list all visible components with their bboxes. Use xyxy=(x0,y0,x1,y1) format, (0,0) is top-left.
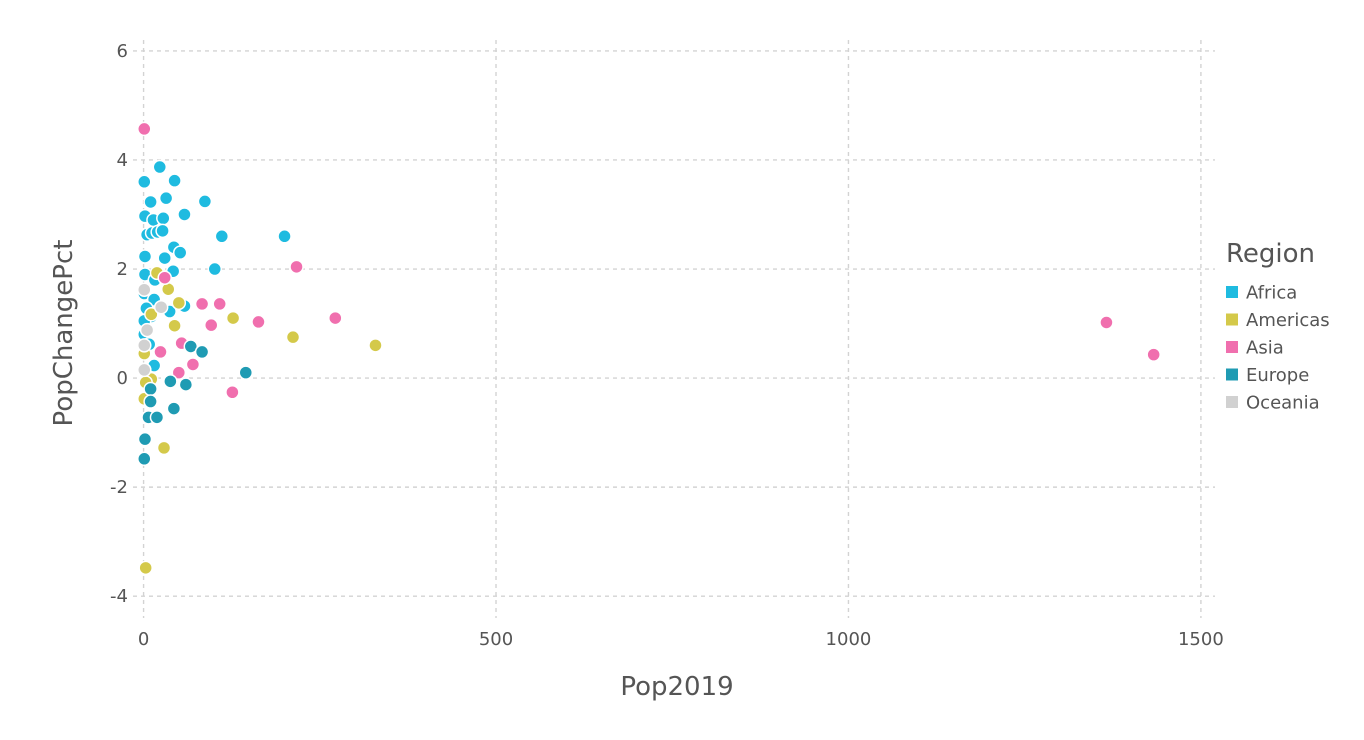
y-tick-label: 2 xyxy=(117,259,128,280)
legend-swatch-africa xyxy=(1226,286,1238,298)
y-tick-label: 0 xyxy=(117,368,128,389)
data-point xyxy=(207,261,223,277)
data-point xyxy=(152,159,168,175)
data-point xyxy=(143,394,158,409)
data-point xyxy=(328,310,343,326)
data-point xyxy=(156,440,172,456)
data-point xyxy=(185,357,201,372)
data-point xyxy=(137,431,153,447)
legend-title: Region xyxy=(1226,239,1315,269)
grid-layer xyxy=(133,40,1215,618)
data-point xyxy=(194,296,210,312)
y-tick-label: 4 xyxy=(117,150,128,171)
legend-label-americas: Americas xyxy=(1246,310,1330,331)
legend: Region Africa Americas Asia Europe Oceania xyxy=(1226,239,1330,414)
data-point xyxy=(212,296,227,312)
data-point xyxy=(158,190,174,206)
data-point xyxy=(171,295,187,311)
data-point xyxy=(251,314,266,330)
y-tick-label: -2 xyxy=(110,477,128,498)
data-point xyxy=(277,229,292,244)
legend-swatch-americas xyxy=(1226,313,1238,326)
x-tick-label: 0 xyxy=(138,629,149,650)
data-point xyxy=(1146,347,1161,362)
legend-swatch-europe xyxy=(1226,368,1238,381)
data-point xyxy=(137,282,152,297)
data-point xyxy=(143,194,158,210)
data-point xyxy=(143,381,158,397)
x-tick-label: 1500 xyxy=(1178,629,1224,650)
data-point xyxy=(368,338,383,353)
data-point xyxy=(203,317,219,333)
data-point xyxy=(1099,315,1114,330)
legend-swatch-oceania xyxy=(1226,396,1238,408)
data-point xyxy=(157,270,172,285)
data-point xyxy=(289,259,304,275)
data-point xyxy=(214,229,230,244)
data-point xyxy=(183,339,199,354)
y-tick-label: -4 xyxy=(110,586,128,607)
data-point xyxy=(178,377,194,392)
data-point xyxy=(144,307,159,322)
x-tick-label: 500 xyxy=(479,629,513,650)
data-point xyxy=(155,223,170,239)
data-point xyxy=(153,299,169,315)
data-point xyxy=(167,318,182,333)
legend-label-oceania: Oceania xyxy=(1246,393,1320,414)
legend-label-europe: Europe xyxy=(1246,365,1309,386)
series-asia xyxy=(137,121,1161,400)
data-point xyxy=(194,344,210,360)
data-point xyxy=(137,174,152,190)
data-point xyxy=(238,365,254,380)
data-point xyxy=(137,338,152,353)
data-point xyxy=(149,410,165,425)
point-layer xyxy=(137,121,1161,576)
data-point xyxy=(166,401,182,416)
data-point xyxy=(285,329,301,345)
x-tick-label: 1000 xyxy=(826,629,872,650)
data-point xyxy=(139,322,155,338)
series-africa xyxy=(137,159,292,373)
data-point xyxy=(225,310,241,326)
data-point xyxy=(137,121,152,137)
series-oceania xyxy=(137,282,169,378)
data-point xyxy=(153,344,168,360)
legend-label-africa: Africa xyxy=(1246,283,1297,304)
data-point xyxy=(177,207,192,222)
y-axis-label: PopChangePct xyxy=(49,240,79,427)
data-point xyxy=(157,250,172,266)
data-point xyxy=(138,560,153,576)
y-tick-label: 6 xyxy=(117,41,128,62)
data-point xyxy=(197,194,213,209)
series-europe xyxy=(137,339,254,467)
data-point xyxy=(156,211,171,226)
data-point xyxy=(171,365,187,380)
data-point xyxy=(137,362,152,378)
data-point xyxy=(225,385,240,400)
tick-label-layer: -4 -2 0 2 4 6 0 500 1000 1500 xyxy=(110,41,1224,650)
data-point xyxy=(167,173,182,188)
data-point xyxy=(163,374,178,389)
x-axis-label: Pop2019 xyxy=(620,672,733,702)
legend-swatch-asia xyxy=(1226,341,1238,353)
data-point xyxy=(137,451,152,467)
data-point xyxy=(137,249,153,264)
legend-label-asia: Asia xyxy=(1246,338,1284,359)
data-point xyxy=(172,245,188,260)
